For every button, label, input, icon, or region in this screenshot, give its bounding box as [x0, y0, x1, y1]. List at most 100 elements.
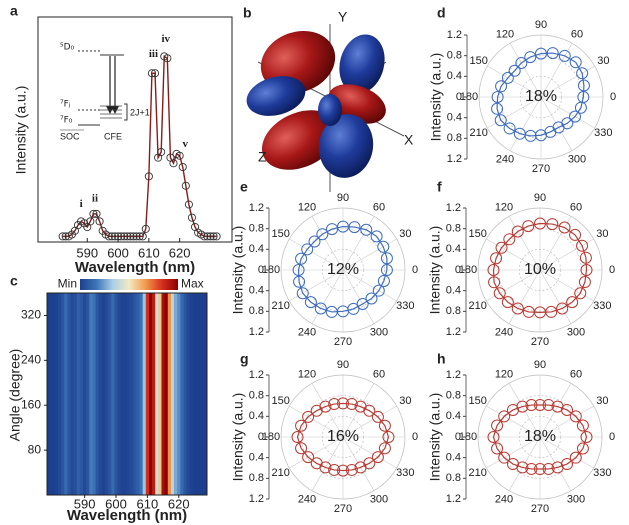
data-point: [360, 223, 373, 236]
grid-spoke: [509, 96, 542, 151]
angle-label: 60: [571, 29, 583, 41]
angle-label: 300: [568, 153, 586, 165]
r-tick-label: 1.2: [249, 493, 264, 505]
data-point: [370, 230, 383, 243]
data-point: [58, 232, 67, 241]
r-tick-label: 0.4: [249, 452, 264, 464]
angle-label: 30: [596, 395, 608, 407]
axis-label: Y: [338, 9, 348, 25]
heatmap-cell: [83, 293, 87, 495]
angle-label: 330: [593, 467, 611, 479]
grid-spoke: [508, 383, 541, 438]
r-tick-label: 1.2: [447, 153, 462, 165]
angle-label: 120: [495, 202, 513, 214]
angle-label: 210: [271, 300, 289, 312]
fit-line: [492, 222, 588, 313]
data-point: [495, 80, 508, 93]
data-point: [302, 410, 315, 423]
grid-spoke: [486, 238, 541, 271]
angle-label: 90: [337, 359, 349, 371]
process-label: 2J+1: [130, 107, 150, 117]
heatmap-cell: [73, 293, 78, 495]
heatmap-cell: [152, 293, 156, 495]
data-point: [126, 232, 135, 241]
data-point: [491, 91, 504, 103]
data-point: [86, 217, 95, 226]
grid-spoke: [539, 216, 572, 271]
data-point: [310, 404, 323, 417]
heatmap-cell: [67, 293, 71, 495]
data-point: [490, 252, 503, 265]
data-point: [363, 457, 376, 470]
lobe: [246, 76, 306, 116]
angle-label: 0: [609, 264, 615, 276]
panel-label: a: [10, 3, 18, 19]
data-point: [542, 462, 555, 475]
grid-spoke: [539, 269, 572, 324]
angle-label: 30: [597, 55, 609, 67]
angle-label: 150: [271, 395, 289, 407]
angle-label: 330: [396, 467, 414, 479]
data-point: [545, 305, 558, 318]
r-tick-label: 0.8: [446, 390, 461, 402]
data-point: [569, 410, 582, 423]
r-tick-label: 0: [258, 264, 264, 276]
data-point: [561, 117, 574, 130]
r-tick-label: 0.4: [249, 243, 264, 255]
heatmap-cell: [92, 293, 96, 495]
r-tick-label: 0.8: [249, 390, 264, 402]
data-point: [508, 64, 521, 77]
data-point: [515, 56, 528, 69]
panel-label: b: [243, 5, 252, 21]
data-point: [491, 102, 504, 115]
colorbar-label: Max: [181, 277, 204, 291]
data-point: [178, 162, 187, 172]
angle-label: 210: [468, 300, 486, 312]
data-point: [356, 298, 369, 311]
heatmap-cell: [142, 293, 147, 495]
data-point: [157, 147, 166, 157]
data-point: [104, 232, 113, 241]
data-point: [561, 458, 574, 471]
data-point: [89, 209, 98, 218]
angle-label: 300: [567, 326, 585, 338]
data-point: [200, 232, 209, 241]
grid-spoke: [509, 43, 542, 98]
fit-line: [496, 52, 585, 137]
peak-label: v: [182, 138, 188, 150]
heatmap-cell: [89, 293, 93, 495]
heatmap-cell: [51, 293, 56, 495]
angle-label: 150: [468, 228, 486, 240]
data-point: [117, 232, 126, 241]
grid-spoke: [342, 436, 397, 469]
data-point: [212, 232, 221, 241]
data-point: [295, 252, 308, 265]
data-point: [501, 296, 514, 309]
r-tick-label: 1.2: [446, 202, 461, 214]
heatmap-cell: [105, 293, 109, 495]
bracket: [124, 103, 128, 121]
grid-spoke: [289, 405, 344, 438]
y-tick-label: 240: [21, 353, 41, 367]
data-point: [380, 264, 393, 276]
data-point: [187, 213, 197, 222]
data-point: [371, 451, 384, 464]
data-point: [546, 47, 559, 60]
y-tick-label: 80: [28, 442, 42, 456]
level-label: ⁷F₀: [60, 116, 73, 126]
lobe: [261, 110, 339, 170]
angle-label: 300: [567, 493, 585, 505]
x-tick-label: 620: [168, 496, 190, 511]
data-point: [92, 209, 101, 218]
angle-label: 60: [373, 369, 385, 381]
peak-label: iii: [149, 48, 158, 60]
grid-spoke: [486, 405, 541, 438]
data-point: [163, 54, 172, 63]
heatmap-cell: [167, 293, 172, 495]
data-point: [378, 442, 391, 455]
grid-spoke: [311, 436, 344, 491]
heatmap-cell: [205, 293, 207, 495]
x-tick-label: 610: [137, 496, 159, 511]
angle-label: 0: [412, 431, 418, 443]
